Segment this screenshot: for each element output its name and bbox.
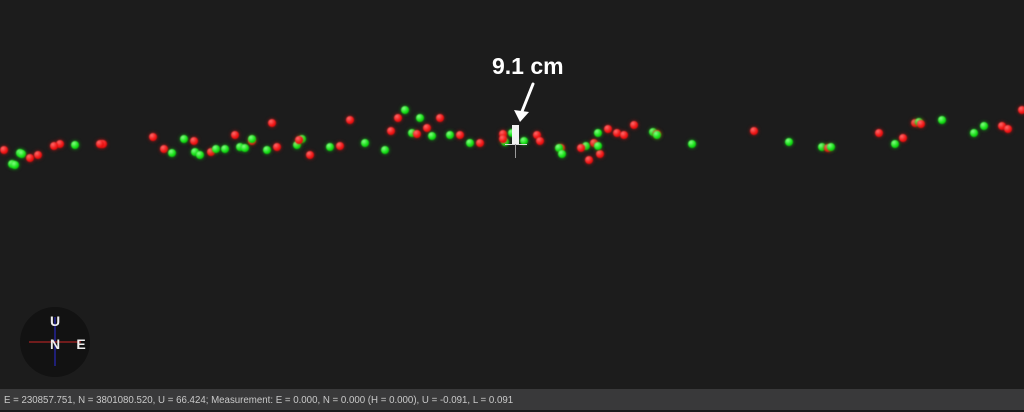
svg-text:U: U [50,313,60,329]
svg-text:N: N [50,336,60,352]
svg-text:E: E [76,336,85,352]
